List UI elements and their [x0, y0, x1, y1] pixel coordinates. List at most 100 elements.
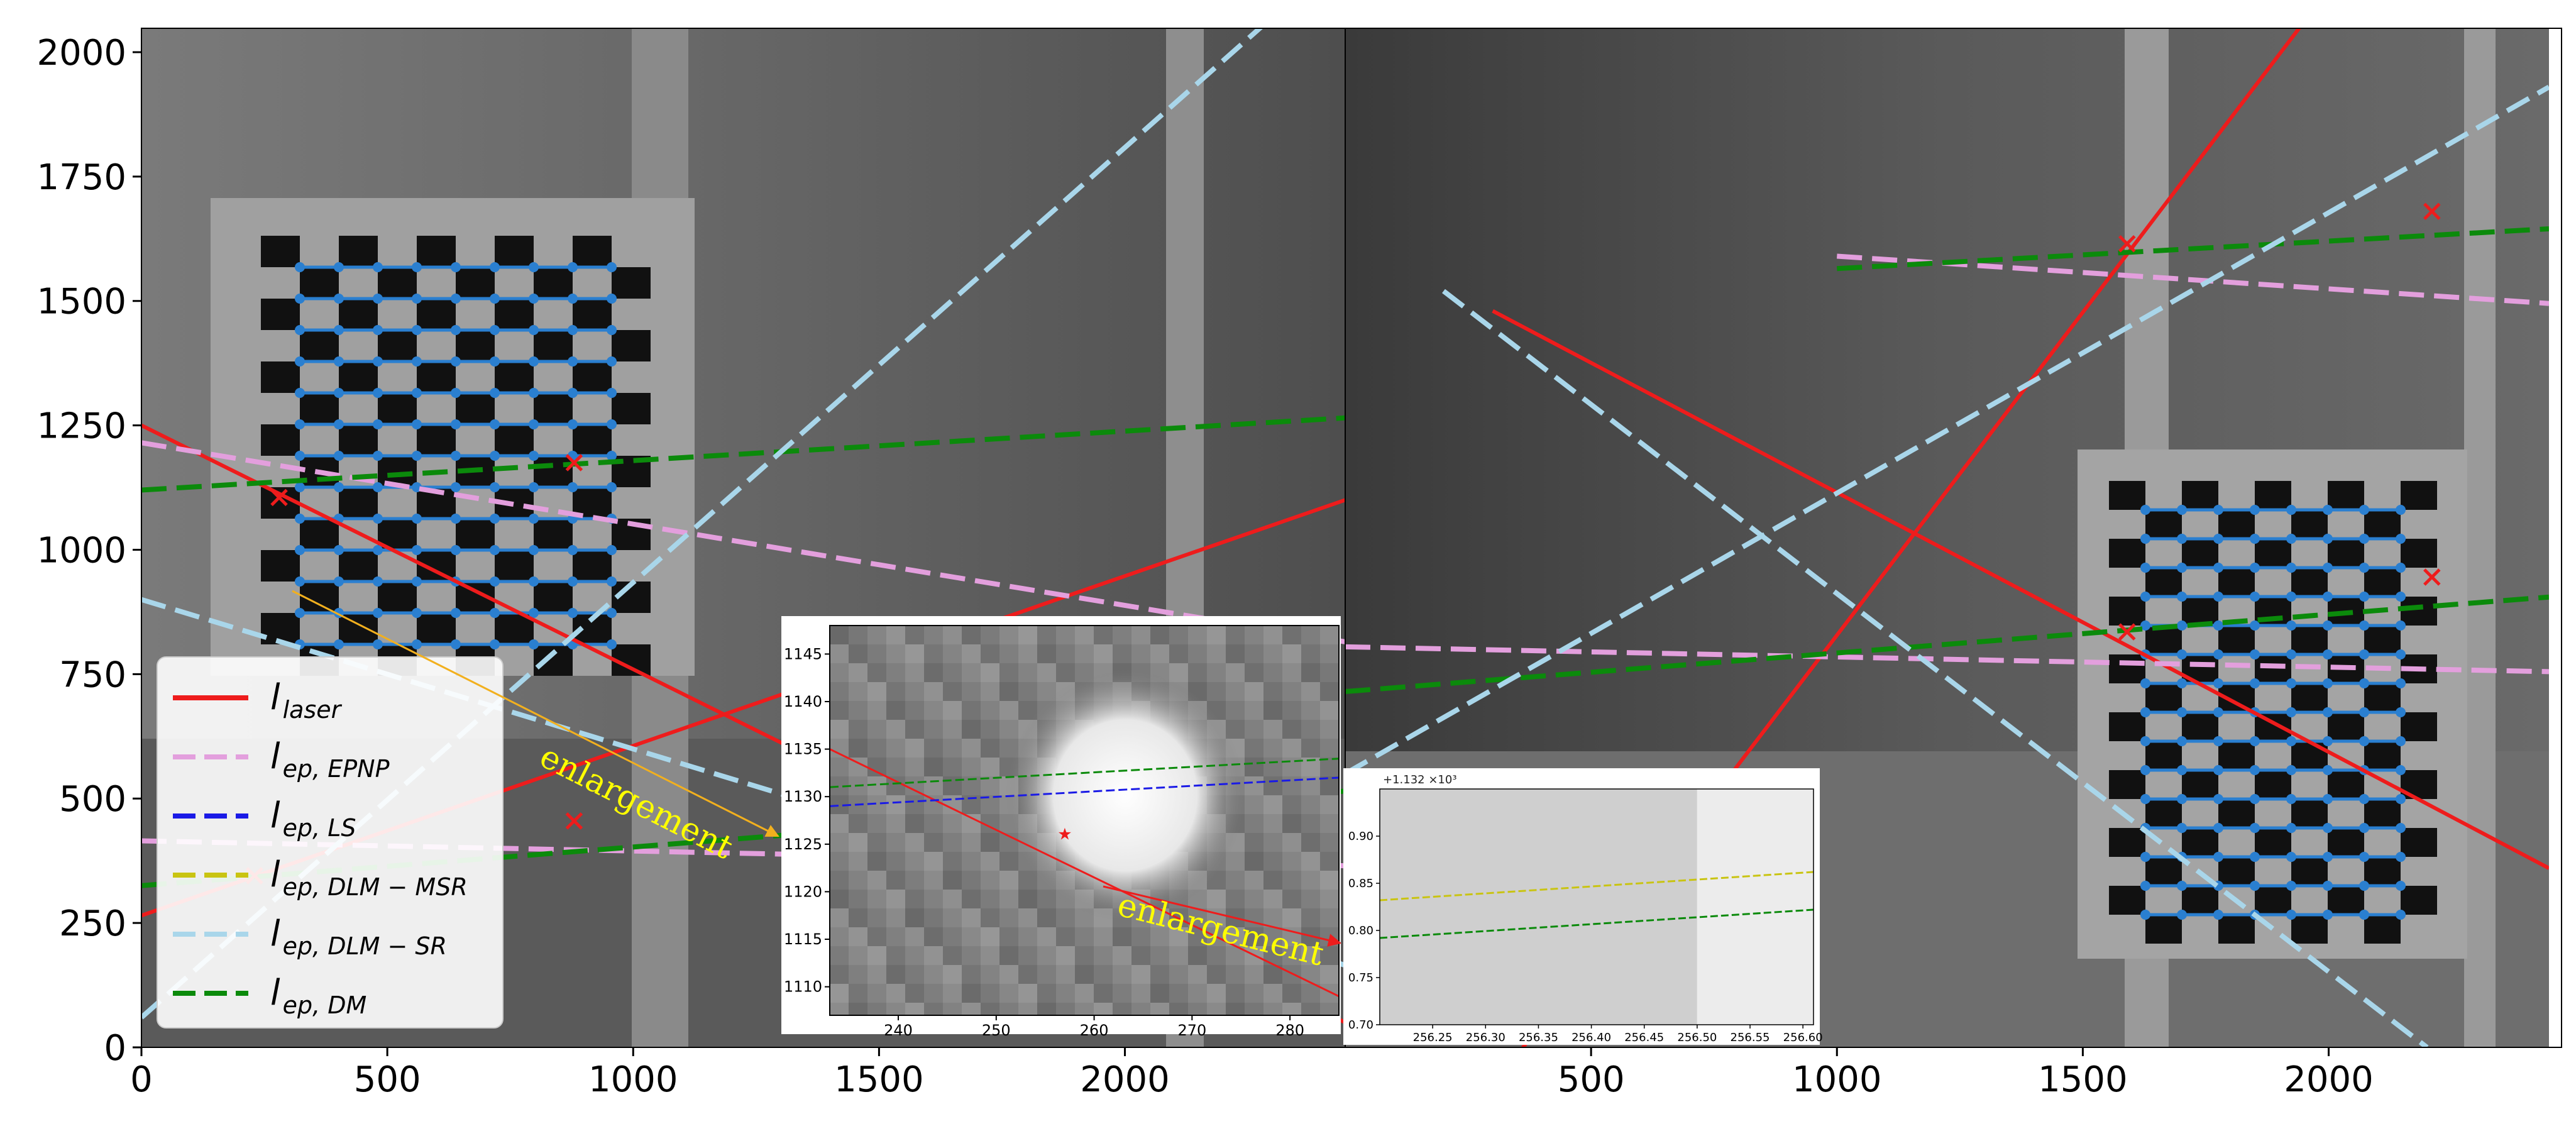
pixel	[1301, 890, 1320, 908]
pixel	[1226, 1003, 1245, 1015]
checker-square	[495, 236, 534, 267]
pixel	[886, 758, 905, 776]
pixel	[886, 890, 905, 908]
pixel	[1207, 965, 1226, 984]
pixel	[924, 644, 943, 663]
pixel	[849, 871, 867, 890]
checker-square	[2401, 481, 2437, 510]
pixel	[1301, 739, 1320, 758]
checker-square	[417, 299, 456, 330]
pixel	[1037, 626, 1056, 644]
pixel	[1037, 946, 1056, 965]
checker-square	[339, 236, 378, 267]
checker-square	[2291, 510, 2328, 539]
pixel	[981, 946, 999, 965]
pixel	[1263, 890, 1282, 908]
marker-1	[565, 812, 583, 830]
y-tick-label: 1000	[36, 530, 126, 571]
pixel	[962, 644, 981, 663]
pixel	[867, 739, 886, 758]
marker-3	[270, 488, 288, 507]
pixel	[1282, 814, 1301, 833]
pixel	[1263, 720, 1282, 739]
pixel	[1245, 682, 1263, 701]
checker-square	[261, 550, 300, 582]
pixel	[1282, 1003, 1301, 1015]
pixel	[962, 739, 981, 758]
pixel	[943, 908, 962, 927]
pixel	[1282, 795, 1301, 814]
pixel	[1188, 663, 1207, 682]
pixel	[1056, 927, 1075, 946]
checker-square	[378, 330, 417, 361]
inset2-y-tick-label: 0.80	[1348, 924, 1373, 937]
pixel	[1037, 965, 1056, 984]
pixel	[1188, 984, 1207, 1003]
checker-square	[534, 519, 573, 550]
checker-square	[417, 424, 456, 456]
pixel	[886, 871, 905, 890]
checker-square	[2291, 741, 2328, 770]
pixel	[849, 1003, 867, 1015]
pixel	[849, 720, 867, 739]
pixel	[830, 758, 849, 776]
inset1-y-tick-label: 1140	[784, 693, 822, 710]
pixel	[1245, 795, 1263, 814]
inset1-y-tick-label: 1115	[784, 930, 822, 948]
pixel	[1263, 927, 1282, 946]
checker-square	[2255, 481, 2291, 510]
pixel	[1320, 720, 1339, 739]
pixel	[1150, 927, 1169, 946]
checker-square	[495, 361, 534, 393]
pixel	[905, 871, 924, 890]
pixel	[1320, 833, 1339, 852]
pixel	[1301, 701, 1320, 720]
pixel	[1056, 626, 1075, 644]
pixel	[905, 720, 924, 739]
pixel	[867, 852, 886, 871]
pixel	[1320, 795, 1339, 814]
pixel	[1282, 701, 1301, 720]
pixel	[1207, 644, 1226, 663]
checker-square	[2109, 770, 2145, 799]
left-checkerboard	[261, 236, 651, 676]
inset1-y-tick-label: 1125	[784, 835, 822, 853]
inset1-line-dm	[830, 758, 1339, 788]
pixel	[1056, 663, 1075, 682]
pixel	[981, 965, 999, 984]
pixel	[981, 927, 999, 946]
pixel	[1282, 626, 1301, 644]
legend-label-base: l	[270, 677, 280, 718]
y-tick-label: 1750	[36, 157, 126, 198]
checker-square	[2401, 828, 2437, 857]
pixel	[924, 908, 943, 927]
pixel	[1131, 965, 1150, 984]
checker-square	[2328, 539, 2364, 568]
checker-square	[2291, 915, 2328, 944]
pixel	[1245, 927, 1263, 946]
pixel	[886, 852, 905, 871]
pixel	[924, 758, 943, 776]
checker-square	[339, 361, 378, 393]
checker-square	[2364, 510, 2401, 539]
pixel	[981, 908, 999, 927]
pixel	[1169, 1003, 1188, 1015]
pixel	[1245, 644, 1263, 663]
pixel	[1018, 927, 1037, 946]
y-tick-label: 1250	[36, 406, 126, 447]
pixel	[1188, 626, 1207, 644]
checker-square	[378, 582, 417, 613]
pixel	[849, 682, 867, 701]
legend-label-base: l	[270, 913, 280, 954]
pixel	[830, 626, 849, 644]
pixel	[1226, 663, 1245, 682]
pixel	[1094, 927, 1113, 946]
pixel	[1282, 871, 1301, 890]
y-tick-label: 1500	[36, 282, 126, 323]
checker-square	[2364, 799, 2401, 828]
pixel	[1207, 946, 1226, 965]
pixel	[886, 795, 905, 814]
pixel	[1150, 1003, 1169, 1015]
pixel	[1075, 946, 1094, 965]
checker-square	[2182, 712, 2218, 741]
